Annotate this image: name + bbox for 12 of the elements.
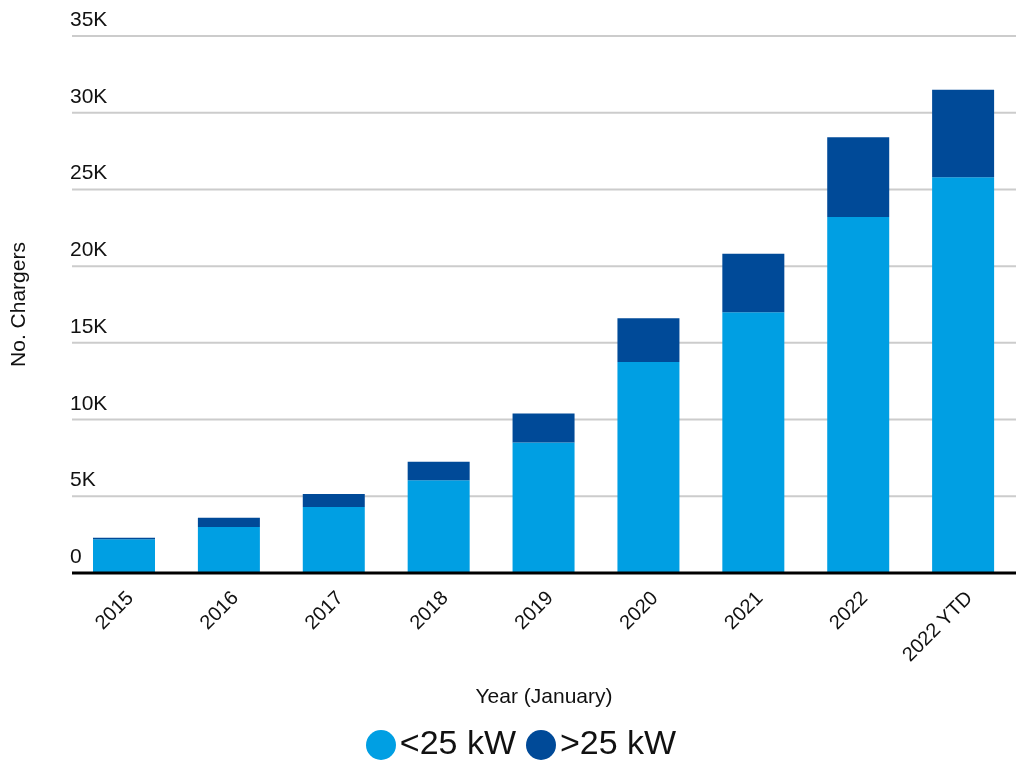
- y-tick-label: 25K: [70, 160, 108, 184]
- y-tick-label: 35K: [70, 7, 108, 30]
- legend-label: <25 kW: [399, 723, 516, 761]
- legend-label: >25 kW: [560, 723, 677, 761]
- y-tick-label: 0: [70, 544, 82, 567]
- y-axis-title: No. Chargers: [6, 242, 30, 367]
- y-tick-label: 5K: [70, 467, 96, 491]
- y-tick-label: 15K: [70, 313, 108, 337]
- y-tick-label: 20K: [70, 237, 108, 261]
- y-tick-label: 30K: [70, 83, 108, 107]
- x-axis-title: Year (January): [475, 684, 613, 707]
- y-tick-label: 10K: [70, 390, 108, 414]
